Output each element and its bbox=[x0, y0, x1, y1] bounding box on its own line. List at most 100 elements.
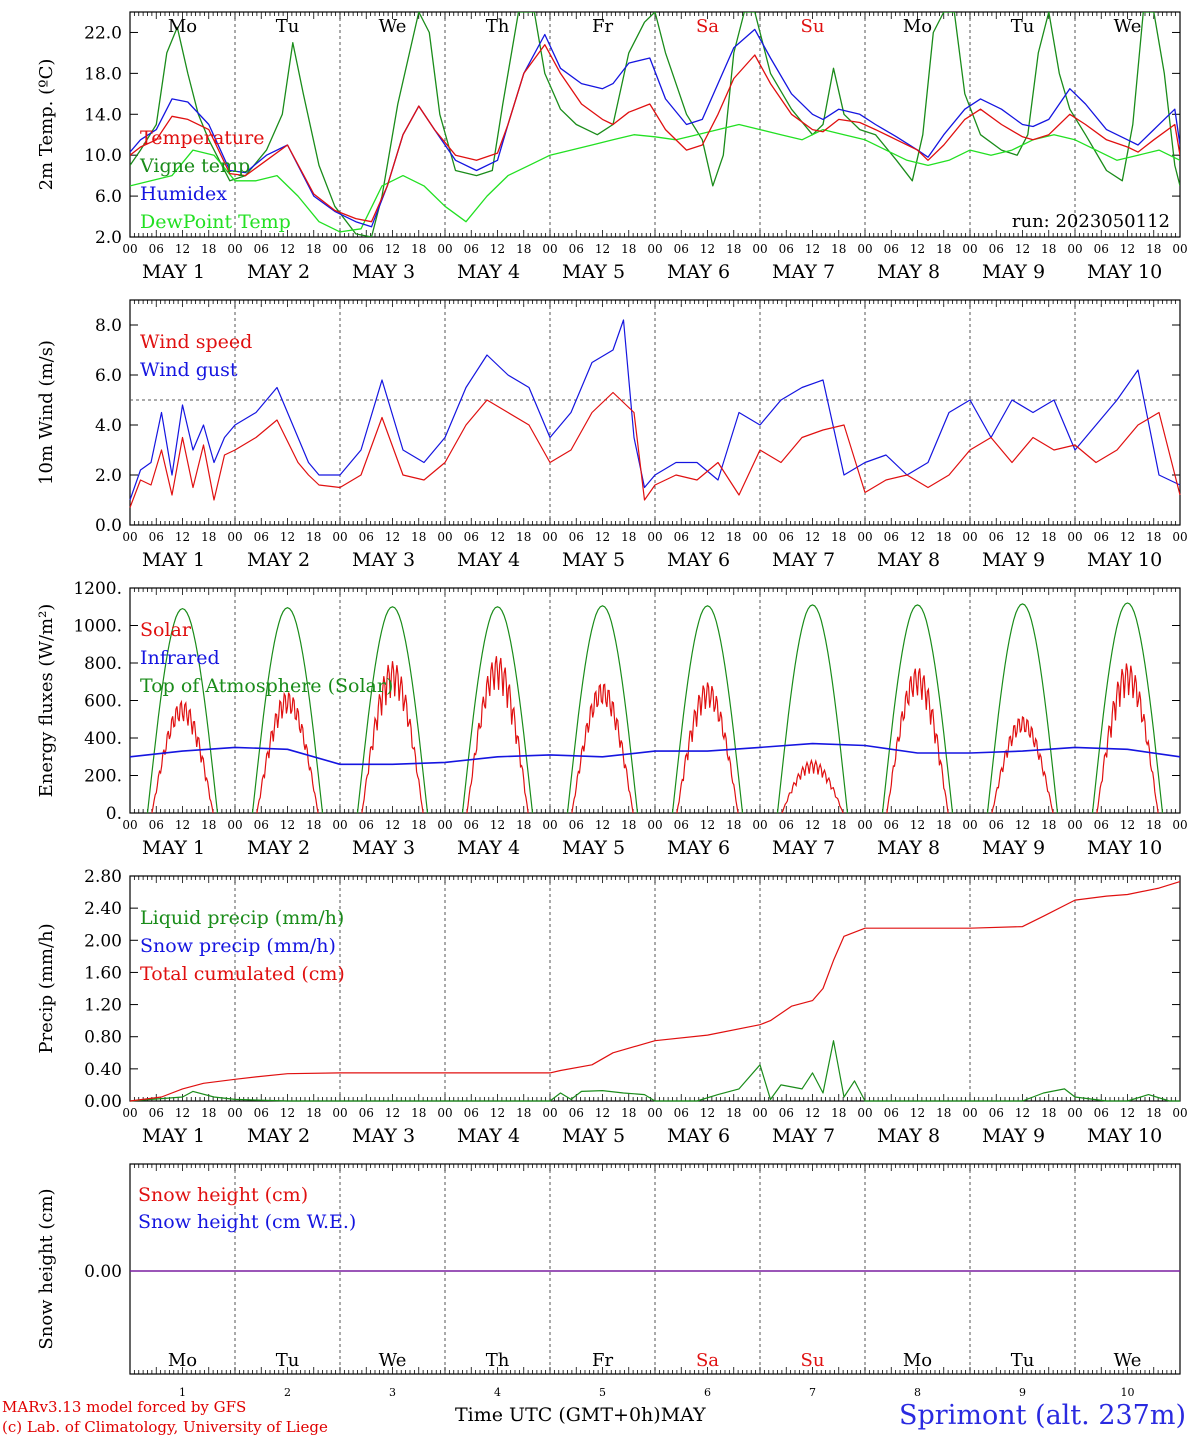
wind-y-tick-label: 6.0 bbox=[95, 366, 122, 386]
wind-date-label: MAY 5 bbox=[562, 549, 625, 571]
precip-hour-label: 06 bbox=[254, 1106, 269, 1120]
wind-hour-label: 18 bbox=[516, 530, 531, 544]
temp-y-tick-label: 6.0 bbox=[95, 187, 122, 207]
wind-hour-label: 18 bbox=[1146, 530, 1161, 544]
precip-hour-label: 12 bbox=[1120, 1106, 1135, 1120]
energy-y-tick-label: 0. bbox=[106, 804, 122, 824]
precip-hour-label: 06 bbox=[1094, 1106, 1109, 1120]
toa-solar-series bbox=[356, 606, 429, 814]
snow-day-number: 2 bbox=[284, 1386, 291, 1399]
wind-hour-label: 00 bbox=[1067, 530, 1082, 544]
temp-hour-label: 00 bbox=[1067, 242, 1082, 256]
precip-hour-label: 18 bbox=[831, 1106, 846, 1120]
temp-date-label: MAY 2 bbox=[247, 261, 310, 283]
precip-legend-green: Liquid precip (mm/h) bbox=[140, 907, 344, 929]
temp-day-label: We bbox=[1114, 16, 1142, 37]
precip-date-label: MAY 5 bbox=[562, 1125, 625, 1147]
temp-hour-label: 18 bbox=[936, 242, 951, 256]
solar-series bbox=[991, 715, 1054, 814]
temp-hour-label: 00 bbox=[332, 242, 347, 256]
wind-hour-label: 00 bbox=[332, 530, 347, 544]
wind-y-tick-label: 4.0 bbox=[95, 416, 122, 436]
temp-hour-label: 18 bbox=[411, 242, 426, 256]
wind-date-label: MAY 6 bbox=[667, 549, 730, 571]
temp-hour-label: 06 bbox=[779, 242, 794, 256]
snow-day-label: Mo bbox=[903, 1350, 932, 1371]
energy-hour-label: 06 bbox=[149, 818, 164, 832]
temp-legend-blue: Humidex bbox=[140, 183, 227, 205]
energy-hour-label: 12 bbox=[490, 818, 505, 832]
energy-date-label: MAY 10 bbox=[1087, 837, 1162, 859]
energy-hour-label: 18 bbox=[1146, 818, 1161, 832]
wind-hour-label: 00 bbox=[857, 530, 872, 544]
toa-solar-series bbox=[881, 604, 954, 814]
wind-hour-label: 00 bbox=[437, 530, 452, 544]
snow-day-number: 7 bbox=[809, 1386, 816, 1399]
snow-y-tick-label: 0.00 bbox=[84, 1262, 122, 1282]
wind-y-tick-label: 2.0 bbox=[95, 466, 122, 486]
temp-y-tick-label: 10.0 bbox=[84, 146, 122, 166]
energy-hour-label: 12 bbox=[805, 818, 820, 832]
toa-solar-series bbox=[251, 607, 324, 814]
precip-y-tick-label: 1.60 bbox=[84, 963, 122, 983]
precip-hour-label: 06 bbox=[464, 1106, 479, 1120]
precip-hour-label: 12 bbox=[385, 1106, 400, 1120]
wind-date-label: MAY 3 bbox=[352, 549, 415, 571]
precip-y-tick-label: 0.80 bbox=[84, 1028, 122, 1048]
wind-hour-label: 18 bbox=[411, 530, 426, 544]
infrared-series bbox=[129, 742, 1181, 766]
precip-hour-label: 18 bbox=[936, 1106, 951, 1120]
solar-series bbox=[361, 661, 424, 814]
temp-hour-label: 18 bbox=[831, 242, 846, 256]
temp-hour-label: 18 bbox=[306, 242, 321, 256]
precip-hour-label: 18 bbox=[516, 1106, 531, 1120]
energy-hour-label: 18 bbox=[621, 818, 636, 832]
energy-hour-label: 18 bbox=[201, 818, 216, 832]
energy-y-axis-title: Energy fluxes (W/m²) bbox=[36, 604, 57, 798]
precip-y-tick-label: 2.00 bbox=[84, 931, 122, 951]
energy-hour-label: 00 bbox=[227, 818, 242, 832]
precip-date-label: MAY 10 bbox=[1087, 1125, 1162, 1147]
wind-hour-label: 06 bbox=[674, 530, 689, 544]
wind-hour-label: 18 bbox=[726, 530, 741, 544]
precip-hour-label: 00 bbox=[542, 1106, 557, 1120]
wind-date-label: MAY 4 bbox=[457, 549, 520, 571]
solar-series bbox=[886, 668, 949, 814]
energy-hour-label: 18 bbox=[306, 818, 321, 832]
energy-y-tick-label: 1000. bbox=[73, 617, 122, 637]
precip-hour-label: 00 bbox=[857, 1106, 872, 1120]
toa-solar-series bbox=[146, 607, 219, 814]
dewpoint-temp-series bbox=[130, 123, 1180, 233]
toa-solar-series bbox=[566, 605, 639, 814]
temp-hour-label: 06 bbox=[149, 242, 164, 256]
energy-hour-label: 12 bbox=[910, 818, 925, 832]
precip-date-label: MAY 4 bbox=[457, 1125, 520, 1147]
precip-hour-label: 06 bbox=[884, 1106, 899, 1120]
temp-hour-label: 12 bbox=[595, 242, 610, 256]
energy-hour-label: 00 bbox=[962, 818, 977, 832]
temp-date-label: MAY 6 bbox=[667, 261, 730, 283]
energy-hour-label: 18 bbox=[831, 818, 846, 832]
wind-hour-label: 12 bbox=[385, 530, 400, 544]
energy-hour-label: 18 bbox=[1041, 818, 1056, 832]
wind-hour-label: 00 bbox=[122, 530, 137, 544]
energy-hour-label: 18 bbox=[936, 818, 951, 832]
precip-date-label: MAY 2 bbox=[247, 1125, 310, 1147]
temp-y-tick-label: 22.0 bbox=[84, 23, 122, 43]
wind-hour-label: 18 bbox=[201, 530, 216, 544]
precip-hour-label: 12 bbox=[490, 1106, 505, 1120]
snow-day-label: We bbox=[1114, 1350, 1142, 1371]
temp-hour-label: 06 bbox=[464, 242, 479, 256]
temp-series-group bbox=[130, 12, 1180, 237]
temp-hour-label: 06 bbox=[989, 242, 1004, 256]
precip-y-tick-label: 0.00 bbox=[84, 1092, 122, 1112]
precip-hour-label: 12 bbox=[280, 1106, 295, 1120]
precip-hour-label: 00 bbox=[752, 1106, 767, 1120]
wind-hour-label: 12 bbox=[700, 530, 715, 544]
snow-day-label: Sa bbox=[696, 1350, 719, 1371]
temp-y-tick-label: 2.0 bbox=[95, 228, 122, 248]
solar-series bbox=[466, 656, 529, 814]
energy-hour-label: 12 bbox=[595, 818, 610, 832]
energy-y-tick-label: 400. bbox=[84, 729, 122, 749]
precip-hour-label: 18 bbox=[411, 1106, 426, 1120]
